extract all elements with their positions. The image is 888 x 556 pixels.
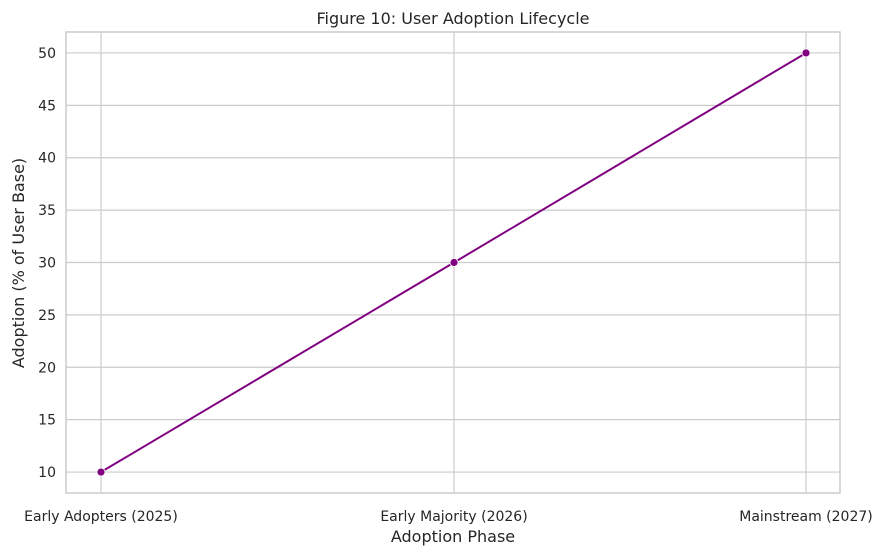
data-point [449, 258, 459, 267]
y-tick-label: 30 [38, 256, 56, 272]
data-point [801, 48, 811, 58]
x-tick-label: Mainstream (2027) [739, 509, 873, 525]
x-tick-label: Early Majority (2026) [380, 509, 527, 525]
y-axis-label: Adoption (% of User Base) [9, 158, 28, 368]
y-tick-label: 35 [38, 203, 56, 219]
y-tick-label: 15 [38, 413, 56, 429]
data-point [96, 467, 106, 477]
chart-title: Figure 10: User Adoption Lifecycle [316, 9, 589, 28]
y-tick-label: 40 [38, 151, 56, 167]
y-tick-label: 10 [38, 465, 56, 481]
x-tick-label: Early Adopters (2025) [24, 509, 178, 525]
y-tick-label: 25 [38, 308, 56, 324]
plot-frame [65, 31, 841, 494]
y-tick-label: 20 [38, 360, 56, 376]
y-tick-label: 45 [38, 98, 56, 114]
y-tick-label: 50 [38, 46, 56, 62]
series-layer [96, 48, 811, 477]
tick-labels: 10 15 20 25 30 35 40 45 50 Early Adopters (2025) E… [24, 46, 873, 525]
x-axis-label: Adoption Phase [391, 527, 515, 546]
